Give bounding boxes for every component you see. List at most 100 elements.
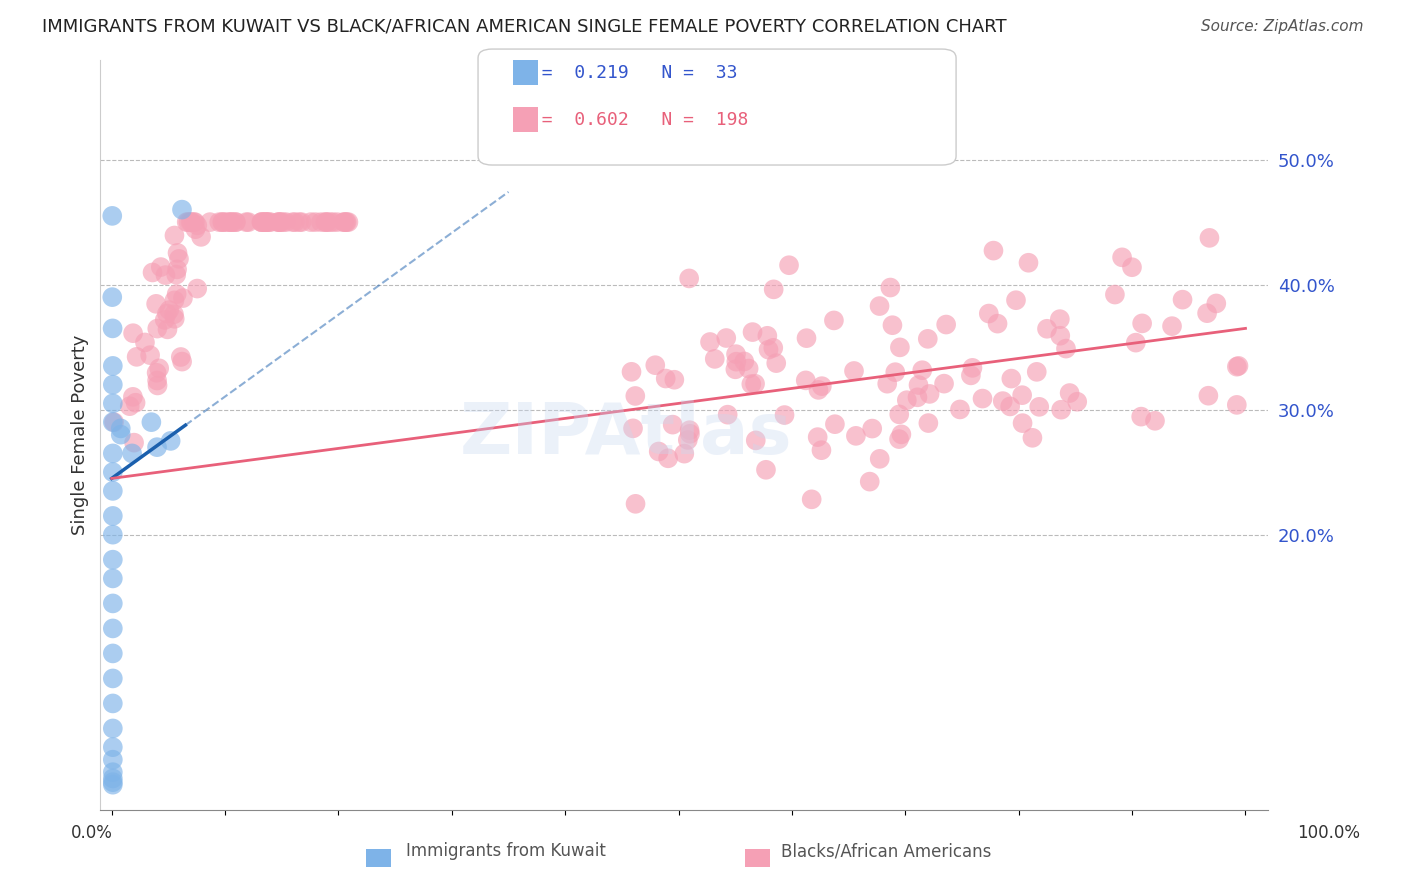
Point <box>755 463 778 477</box>
Point <box>101 552 124 566</box>
Point <box>214 215 236 229</box>
Point <box>180 215 202 229</box>
Point <box>917 332 939 346</box>
Point <box>316 215 339 229</box>
Point <box>741 325 763 339</box>
Point <box>737 361 759 376</box>
Point <box>314 215 336 229</box>
Point <box>699 334 721 349</box>
Point <box>807 383 830 397</box>
Point <box>225 215 247 229</box>
Point <box>983 244 1005 258</box>
Point <box>141 415 163 429</box>
Point <box>859 475 882 489</box>
Point <box>121 446 143 460</box>
Point <box>794 373 817 387</box>
Point <box>165 268 187 282</box>
Point <box>163 307 186 321</box>
Point <box>758 343 780 357</box>
Point <box>134 335 156 350</box>
Point <box>887 432 910 446</box>
Point <box>796 331 818 345</box>
Point <box>333 215 356 229</box>
Point <box>299 215 322 229</box>
Point <box>118 399 141 413</box>
Point <box>101 321 124 335</box>
Point <box>745 434 768 448</box>
Point <box>756 328 779 343</box>
Point <box>315 215 337 229</box>
Point <box>101 697 124 711</box>
Point <box>101 647 124 661</box>
Point <box>101 396 124 410</box>
Point <box>807 430 830 444</box>
Point <box>319 215 342 229</box>
Point <box>1028 400 1050 414</box>
Point <box>101 596 124 610</box>
Point <box>972 392 994 406</box>
Point <box>932 376 955 391</box>
Point <box>156 307 179 321</box>
Point <box>163 228 186 243</box>
Point <box>879 280 901 294</box>
Point <box>647 444 669 458</box>
Point <box>146 378 169 392</box>
Point <box>624 389 647 403</box>
Point <box>991 394 1014 409</box>
Text: Blacks/African Americans: Blacks/African Americans <box>780 842 991 860</box>
Point <box>172 354 194 368</box>
Point <box>842 364 865 378</box>
Point <box>1104 287 1126 301</box>
Point <box>1125 335 1147 350</box>
Point <box>1161 319 1184 334</box>
Point <box>259 215 281 229</box>
Point <box>882 318 904 333</box>
Point <box>157 303 180 318</box>
Point <box>198 215 221 229</box>
Point <box>884 365 907 379</box>
Point <box>186 281 208 295</box>
Point <box>170 202 193 217</box>
Point <box>1121 260 1143 275</box>
Point <box>890 427 912 442</box>
Point <box>304 215 326 229</box>
Point <box>145 297 167 311</box>
Point <box>679 426 702 441</box>
Point <box>177 215 200 229</box>
Point <box>101 765 124 780</box>
Point <box>180 215 202 229</box>
Point <box>332 215 354 229</box>
Point <box>163 293 186 308</box>
Point <box>1049 328 1071 343</box>
Point <box>896 393 918 408</box>
Point <box>986 317 1008 331</box>
Point <box>172 291 194 305</box>
Point <box>762 282 785 296</box>
Point <box>284 215 307 229</box>
Point <box>717 408 740 422</box>
Point <box>654 371 676 385</box>
Point <box>101 377 124 392</box>
Point <box>101 622 124 636</box>
Point <box>949 402 972 417</box>
Point <box>211 215 233 229</box>
Point <box>1171 293 1194 307</box>
Point <box>664 373 686 387</box>
Point <box>998 400 1021 414</box>
Point <box>620 365 643 379</box>
Point <box>724 362 747 376</box>
Point <box>271 215 294 229</box>
Point <box>101 527 124 541</box>
Text: Immigrants from Kuwait: Immigrants from Kuwait <box>406 842 606 860</box>
Point <box>1227 359 1250 373</box>
Point <box>219 215 242 229</box>
Point <box>101 722 124 736</box>
Point <box>673 447 696 461</box>
Point <box>155 268 177 282</box>
Point <box>1036 322 1059 336</box>
Point <box>257 215 280 229</box>
Point <box>716 331 738 345</box>
Point <box>935 318 957 332</box>
Point <box>977 307 1000 321</box>
Point <box>657 451 679 466</box>
